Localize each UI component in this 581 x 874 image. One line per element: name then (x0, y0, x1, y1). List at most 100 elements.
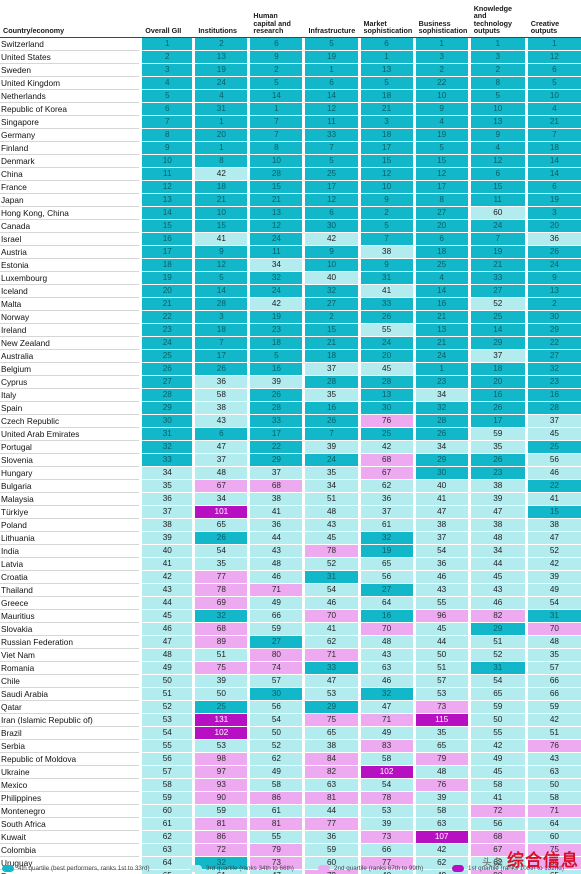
rank-cell-knowledge-outputs: 45 (471, 766, 525, 779)
rank-cell-overall-gii: 55 (142, 740, 192, 753)
rank-cell-infrastructure: 28 (305, 376, 357, 389)
rank-cell-infrastructure: 11 (305, 116, 357, 129)
country-name: Czech Republic (0, 415, 139, 428)
rank-cell-human-capital: 56 (250, 701, 302, 714)
country-name: Belgium (0, 363, 139, 376)
rank-cell-institutions: 7 (195, 337, 247, 350)
table-row: Norway 22 3 19 2 26 21 25 30 (0, 311, 581, 324)
rank-cell-institutions: 38 (195, 402, 247, 415)
table-row: Iran (Islamic Republic of) 53 131 54 75 71 115… (0, 714, 581, 727)
rank-cell-overall-gii: 50 (142, 675, 192, 688)
rank-cell-institutions: 26 (195, 363, 247, 376)
rank-cell-overall-gii: 23 (142, 324, 192, 337)
rank-cell-infrastructure: 38 (305, 740, 357, 753)
rank-cell-market-sophistication: 42 (361, 441, 413, 454)
rank-cell-human-capital: 28 (250, 168, 302, 181)
rank-cell-market-sophistication: 48 (361, 636, 413, 649)
rank-cell-human-capital: 39 (250, 376, 302, 389)
rank-cell-market-sophistication: 71 (361, 714, 413, 727)
table-row: Thailand 43 78 71 54 27 43 43 49 (0, 584, 581, 597)
rank-cell-infrastructure: 19 (305, 51, 357, 64)
rank-cell-overall-gii: 19 (142, 272, 192, 285)
rank-cell-infrastructure: 33 (305, 129, 357, 142)
rank-cell-business-sophistication: 23 (416, 376, 468, 389)
rank-cell-knowledge-outputs: 38 (471, 480, 525, 493)
rank-cell-business-sophistication: 37 (416, 532, 468, 545)
rank-cell-business-sophistication: 115 (416, 714, 468, 727)
rank-cell-institutions: 131 (195, 714, 247, 727)
rank-cell-overall-gii: 58 (142, 779, 192, 792)
rank-cell-market-sophistication: 36 (361, 493, 413, 506)
country-name: Thailand (0, 584, 139, 597)
rank-cell-human-capital: 32 (250, 272, 302, 285)
rank-cell-business-sophistication: 50 (416, 649, 468, 662)
table-row: Germany 8 20 7 33 18 19 9 7 (0, 129, 581, 142)
table-row: Switzerland 1 2 6 5 6 1 1 1 (0, 38, 581, 51)
country-name: Cyprus (0, 376, 139, 389)
table-row: Iceland 20 14 24 32 41 14 27 13 (0, 285, 581, 298)
rank-cell-creative-outputs: 27 (528, 350, 581, 363)
rank-cell-infrastructure: 48 (305, 506, 357, 519)
rank-cell-human-capital: 7 (250, 129, 302, 142)
rank-cell-business-sophistication: 32 (416, 402, 468, 415)
rank-cell-infrastructure: 37 (305, 363, 357, 376)
rank-cell-knowledge-outputs: 35 (471, 441, 525, 454)
rank-cell-knowledge-outputs: 52 (471, 649, 525, 662)
rank-cell-human-capital: 74 (250, 662, 302, 675)
rank-cell-market-sophistication: 83 (361, 740, 413, 753)
rank-cell-infrastructure: 54 (305, 584, 357, 597)
table-row: South Africa 61 81 81 77 39 63 56 64 (0, 818, 581, 831)
table-row: Chile 50 39 57 47 46 57 54 66 (0, 675, 581, 688)
rank-cell-institutions: 20 (195, 129, 247, 142)
rank-cell-overall-gii: 37 (142, 506, 192, 519)
rank-cell-business-sophistication: 96 (416, 610, 468, 623)
rank-cell-human-capital: 54 (250, 714, 302, 727)
rank-cell-institutions: 21 (195, 194, 247, 207)
legend-item-q3: 2nd quartile (ranks 67th to 99th) (318, 865, 423, 872)
rank-cell-infrastructure: 45 (305, 532, 357, 545)
rank-cell-overall-gii: 35 (142, 480, 192, 493)
rank-cell-market-sophistication: 1 (361, 51, 413, 64)
rank-cell-institutions: 15 (195, 220, 247, 233)
country-name: Poland (0, 519, 139, 532)
rank-cell-market-sophistication: 12 (361, 168, 413, 181)
rank-cell-human-capital: 18 (250, 337, 302, 350)
rank-cell-human-capital: 5 (250, 350, 302, 363)
rank-cell-knowledge-outputs: 38 (471, 519, 525, 532)
rank-cell-institutions: 17 (195, 350, 247, 363)
rank-cell-business-sophistication: 48 (416, 766, 468, 779)
rank-cell-creative-outputs: 3 (528, 207, 581, 220)
rank-cell-market-sophistication: 38 (361, 246, 413, 259)
table-row: Cyprus 27 36 39 28 28 23 20 23 (0, 376, 581, 389)
rank-cell-business-sophistication: 29 (416, 454, 468, 467)
table-row: Slovakia 46 68 59 41 70 45 29 70 (0, 623, 581, 636)
country-name: Italy (0, 389, 139, 402)
rank-cell-institutions: 89 (195, 636, 247, 649)
table-row: Denmark 10 8 10 5 15 15 12 14 (0, 155, 581, 168)
rank-cell-overall-gii: 47 (142, 636, 192, 649)
legend-swatch-q2 (190, 865, 202, 872)
rank-cell-human-capital: 12 (250, 220, 302, 233)
rank-cell-institutions: 28 (195, 298, 247, 311)
rank-cell-infrastructure: 24 (305, 454, 357, 467)
rank-cell-infrastructure: 1 (305, 64, 357, 77)
rank-cell-human-capital: 23 (250, 324, 302, 337)
rank-cell-overall-gii: 4 (142, 77, 192, 90)
rank-cell-institutions: 53 (195, 740, 247, 753)
rank-cell-market-sophistication: 43 (361, 649, 413, 662)
header-row: Country/economy Overall GII Institutions… (0, 2, 581, 38)
rank-cell-market-sophistication: 9 (361, 194, 413, 207)
rank-cell-knowledge-outputs: 82 (471, 610, 525, 623)
rank-cell-knowledge-outputs: 16 (471, 389, 525, 402)
country-name: Colombia (0, 844, 139, 857)
rank-cell-infrastructure: 35 (305, 467, 357, 480)
rank-cell-overall-gii: 18 (142, 259, 192, 272)
rank-cell-creative-outputs: 45 (528, 428, 581, 441)
table-row: Romania 49 75 74 33 63 51 31 57 (0, 662, 581, 675)
rank-cell-market-sophistication: 9 (361, 259, 413, 272)
rank-cell-business-sophistication: 46 (416, 571, 468, 584)
table-row: Canada 15 15 12 30 5 20 24 20 (0, 220, 581, 233)
rank-cell-overall-gii: 27 (142, 376, 192, 389)
rank-cell-institutions: 93 (195, 779, 247, 792)
rank-cell-institutions: 68 (195, 623, 247, 636)
